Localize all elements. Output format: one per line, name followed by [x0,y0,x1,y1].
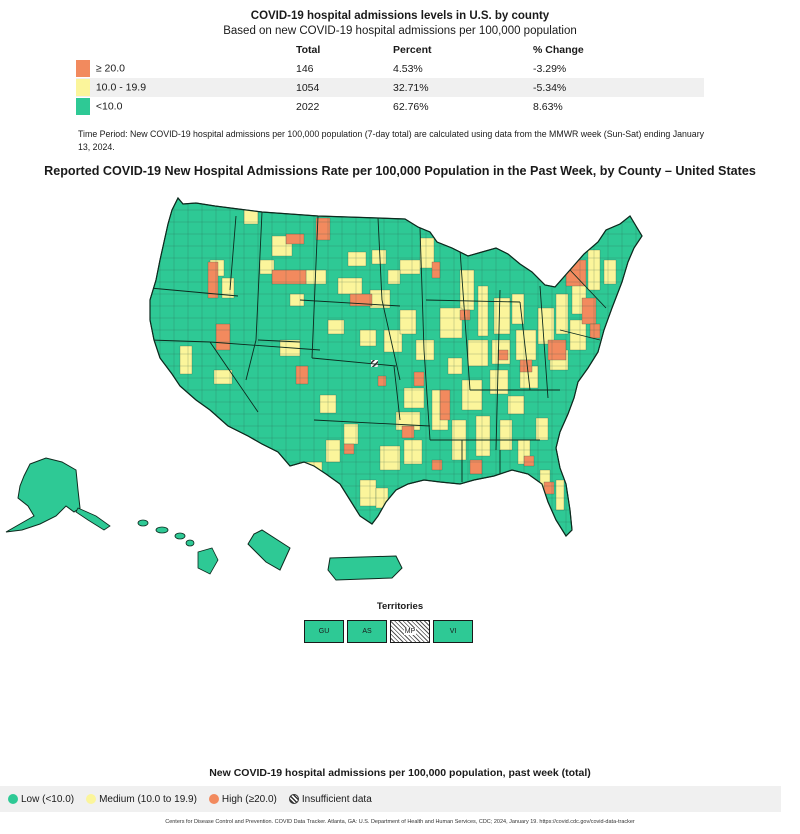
legend-label-low: Low (<10.0) [21,793,75,805]
low-dot-icon [8,794,18,804]
legend: Low (<10.0) Medium (10.0 to 19.9) High (… [0,786,781,812]
summary-row-low: <10.0 2022 62.76% 8.63% [76,97,704,116]
legend-title: New COVID-19 hospital admissions per 100… [209,767,591,779]
summary-level-cell: 10.0 - 19.9 [76,78,296,97]
legend-item-low[interactable]: Low (<10.0) [8,794,74,805]
chart-title: COVID-19 hospital admissions levels in U… [250,10,550,22]
insufficient-data-county [371,360,378,367]
us-county-map [5,196,643,581]
citation: Centers for Disease Control and Preventi… [165,819,635,825]
summary-row-medium: 10.0 - 19.9 1054 32.71% -5.34% [76,78,704,97]
legend-label-high: High (≥20.0) [221,793,277,805]
time-period-note: Time Period: New COVID-19 hospital admis… [78,129,705,152]
legend-label-medium: Medium (10.0 to 19.9) [99,793,197,805]
summary-header-blank [76,41,296,59]
summary-level-label: <10.0 [95,100,123,113]
summary-percent: 62.76% [393,100,429,113]
territory-as[interactable]: AS [347,620,387,643]
hawaii-shape [137,519,219,575]
summary-header-change: % Change [533,44,584,56]
summary-level-cell: <10.0 [76,97,296,116]
summary-change: 8.63% [533,100,563,113]
territory-shape [247,529,291,571]
summary-total: 1054 [296,78,393,97]
low-swatch [76,98,90,115]
county-patches [150,198,642,536]
legend-item-insufficient[interactable]: Insufficient data [288,793,372,805]
summary-change: -3.29% [533,62,567,75]
territory-mp[interactable]: MP [390,620,430,643]
summary-total: 2022 [296,100,320,113]
territory-mp-label: MP [403,628,417,635]
summary-percent: 32.71% [393,78,533,97]
mainland-outline [149,196,643,537]
chart-subtitle: Based on new COVID-19 hospital admission… [223,25,577,37]
territory-gu[interactable]: GU [304,620,344,643]
territory-vi[interactable]: VI [433,620,473,643]
puerto-rico-shape [327,555,403,581]
medium-swatch [76,79,90,96]
summary-table: Total Percent % Change ≥ 20.0 146 4.53% … [76,41,704,116]
legend-item-medium[interactable]: Medium (10.0 to 19.9) [86,794,197,805]
summary-row-high: ≥ 20.0 146 4.53% -3.29% [76,59,704,78]
summary-level-cell: ≥ 20.0 [76,59,296,78]
mainland-us-shape [149,197,643,537]
summary-change: -5.34% [533,78,704,97]
territories-title: Territories [376,601,424,612]
alaska-shape [5,457,111,533]
medium-dot-icon [86,794,97,804]
summary-header-total: Total [296,44,321,56]
high-swatch [76,60,90,77]
summary-level-label: ≥ 20.0 [95,62,125,75]
summary-total: 146 [296,62,314,75]
territories-row: GU AS MP VI [304,620,473,643]
map-title: Reported COVID-19 New Hospital Admission… [44,164,756,178]
summary-level-label: 10.0 - 19.9 [95,81,147,94]
summary-percent: 4.53% [393,62,423,75]
high-dot-icon [208,794,219,804]
legend-label-insufficient: Insufficient data [301,793,372,805]
state-borders [150,211,607,482]
summary-header-percent: Percent [393,44,432,56]
insufficient-hatch-icon [288,794,299,804]
legend-item-high[interactable]: High (≥20.0) [208,793,277,805]
summary-header-row: Total Percent % Change [76,41,704,59]
